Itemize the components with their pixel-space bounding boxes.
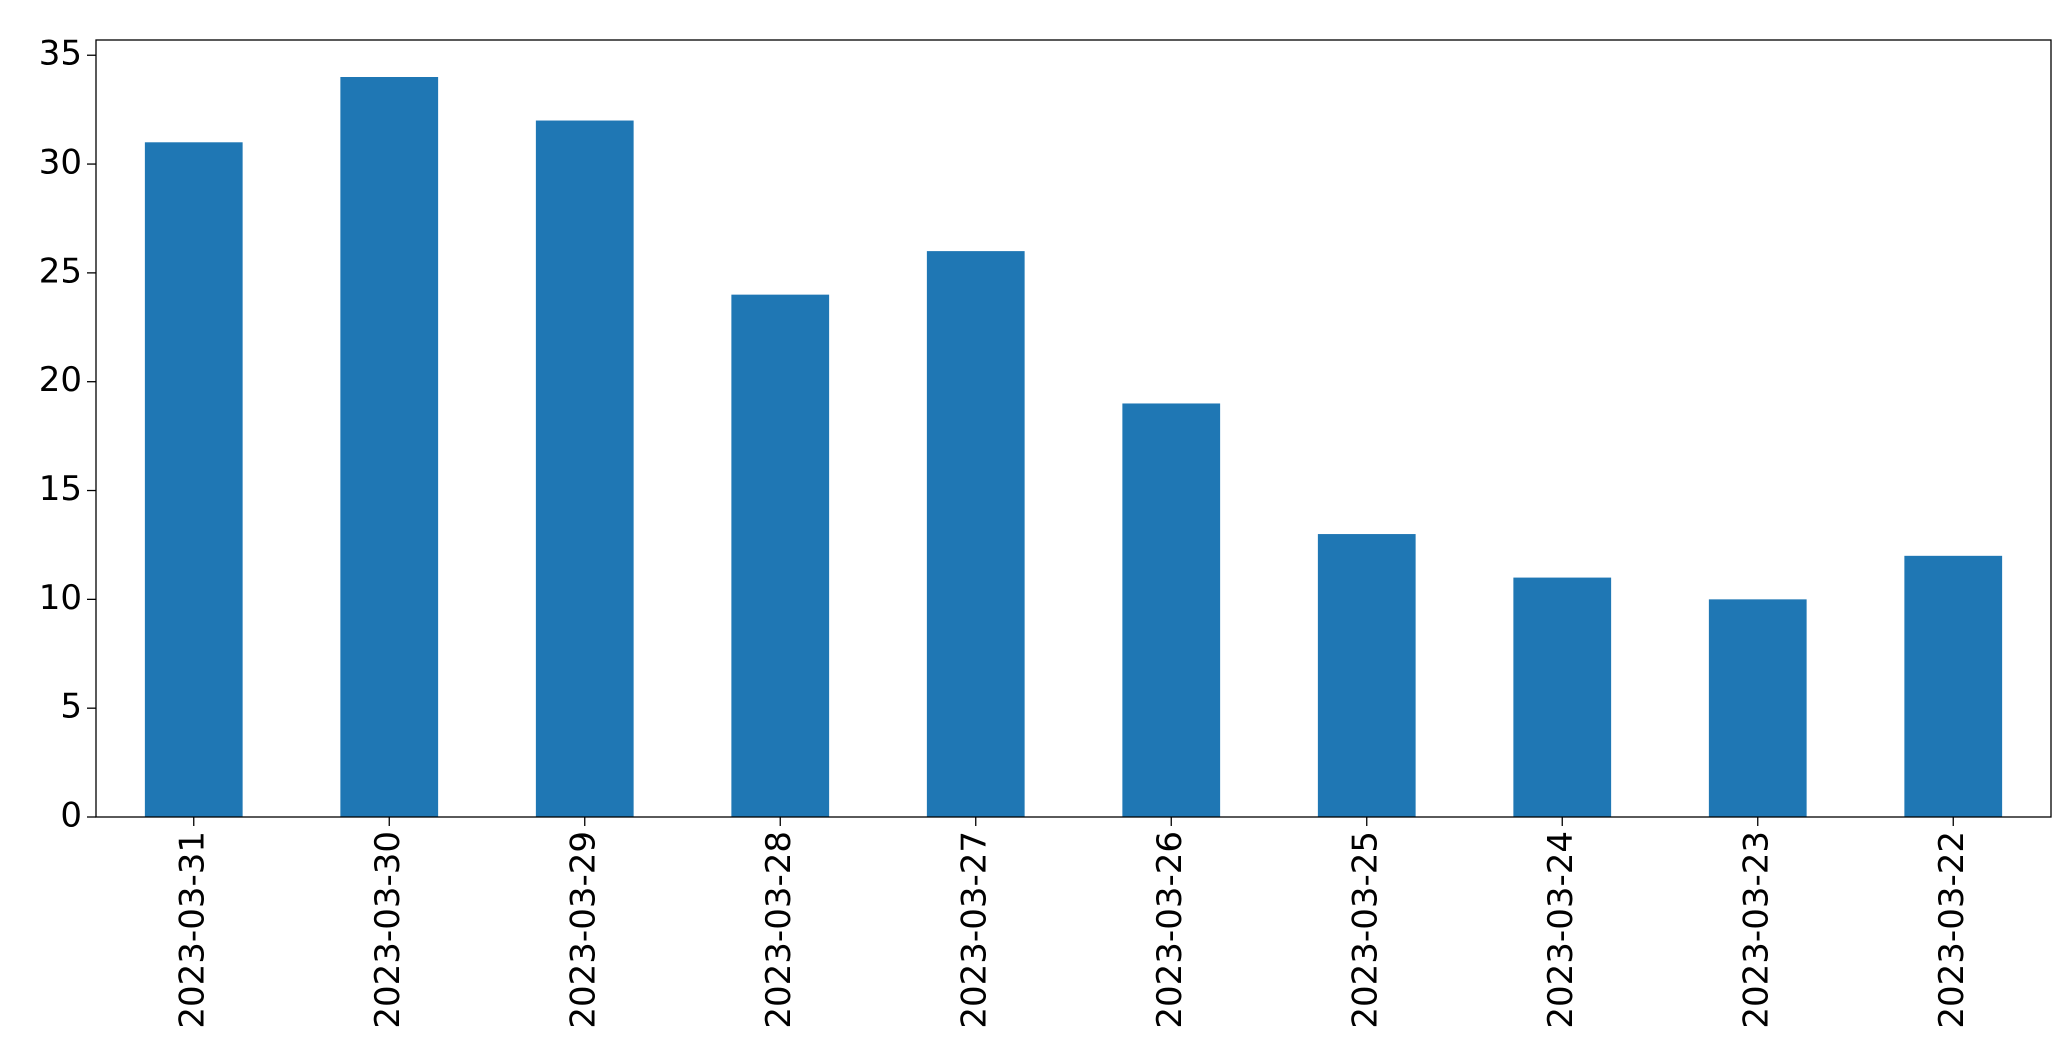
y-tick-label: 35 (39, 34, 82, 74)
y-tick-label: 20 (39, 360, 82, 400)
bar (1708, 599, 1807, 817)
plot-frame (95, 39, 2052, 818)
bar (731, 294, 830, 817)
bar (926, 251, 1025, 817)
bar (1513, 577, 1612, 817)
x-tick-label: 2023-03-22 (1932, 831, 1972, 1029)
bar (340, 77, 439, 817)
bar (535, 120, 634, 817)
bar (1317, 534, 1416, 817)
x-tick-label: 2023-03-28 (759, 831, 799, 1029)
x-tick-label: 2023-03-23 (1736, 831, 1776, 1029)
y-tick-label: 10 (39, 578, 82, 618)
x-tick-label: 2023-03-24 (1541, 831, 1581, 1029)
y-tick-label: 15 (39, 469, 82, 509)
x-tick-label: 2023-03-25 (1345, 831, 1385, 1029)
x-tick-label: 2023-03-27 (954, 831, 994, 1029)
y-tick-label: 30 (39, 143, 82, 183)
y-tick-label: 5 (60, 687, 82, 727)
x-tick-label: 2023-03-26 (1150, 831, 1190, 1029)
bar (144, 142, 243, 817)
bar (1122, 403, 1221, 817)
y-tick-label: 25 (39, 251, 82, 291)
y-tick-label: 0 (60, 796, 82, 836)
x-tick-label: 2023-03-29 (563, 831, 603, 1029)
x-tick-label: 2023-03-31 (172, 831, 212, 1029)
x-tick-label: 2023-03-30 (368, 831, 408, 1029)
bar (1904, 555, 2003, 817)
